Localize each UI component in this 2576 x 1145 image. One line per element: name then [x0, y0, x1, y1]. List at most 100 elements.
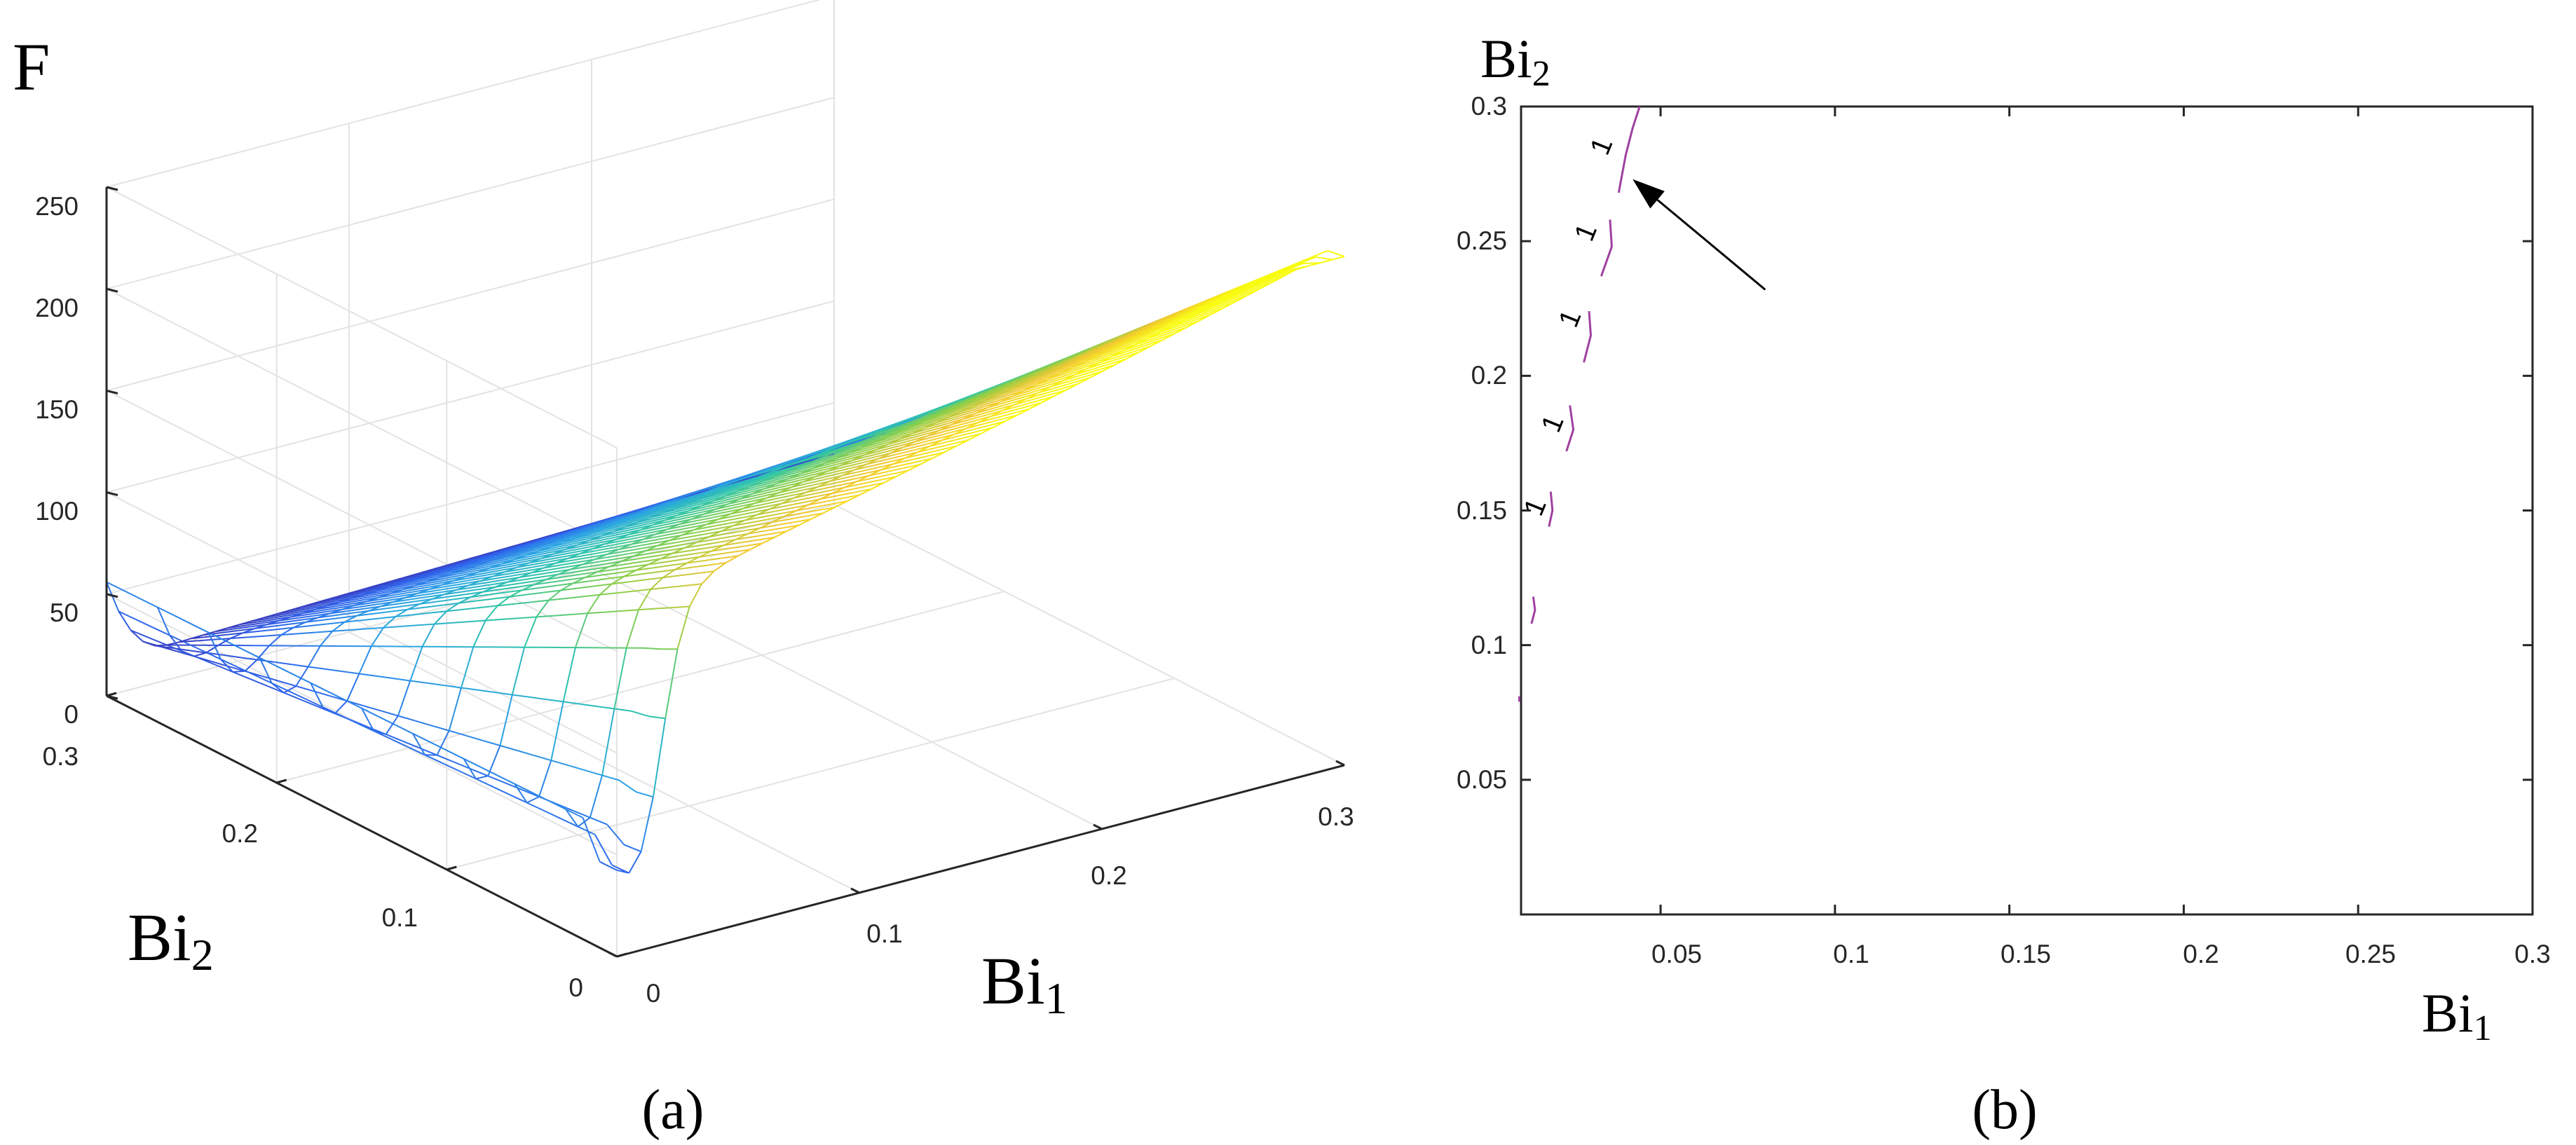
mesh-line	[868, 469, 882, 476]
mesh-line	[667, 584, 685, 589]
mesh-line	[623, 844, 641, 853]
mesh-line	[412, 612, 430, 616]
mesh-line	[676, 606, 690, 650]
mesh-line	[827, 451, 845, 458]
mesh-line	[638, 608, 656, 611]
mesh-line	[972, 390, 990, 399]
mesh-line	[754, 468, 767, 474]
mesh-line	[1186, 320, 1199, 328]
mesh-line	[1327, 249, 1345, 257]
mesh-line	[999, 395, 1013, 403]
mesh-line	[737, 549, 751, 557]
mesh-line	[832, 486, 845, 494]
mesh-line	[829, 458, 847, 465]
mesh-line	[245, 622, 262, 626]
mesh-line	[548, 589, 561, 601]
mesh-line	[856, 474, 870, 483]
mesh-line	[441, 762, 460, 772]
mesh-line	[759, 521, 772, 529]
mesh-line	[652, 718, 667, 797]
mesh-line	[1089, 355, 1108, 363]
mesh-line	[924, 422, 937, 429]
mesh-line	[761, 467, 779, 474]
mesh-line	[625, 609, 639, 648]
mesh-line	[681, 492, 694, 498]
mesh-line	[669, 496, 682, 502]
mesh-line	[334, 612, 352, 617]
mesh-line	[522, 789, 540, 797]
mesh-line	[783, 462, 796, 468]
mesh-line	[1176, 320, 1194, 327]
mesh-line	[585, 574, 603, 579]
mesh-line	[774, 507, 792, 512]
mesh-line	[517, 750, 535, 757]
mesh-line	[582, 558, 595, 565]
mesh-line	[943, 402, 957, 409]
mesh-line	[803, 498, 821, 503]
mesh-line	[764, 483, 777, 490]
mesh-line	[1067, 353, 1080, 360]
mesh-line	[764, 471, 782, 477]
mesh-line	[536, 571, 554, 576]
mesh-line	[757, 536, 775, 541]
mesh-line	[696, 536, 709, 543]
mesh-line	[264, 613, 277, 619]
mesh-line	[662, 569, 676, 579]
mesh-surface	[106, 249, 1345, 874]
contour-label: 1	[1553, 306, 1587, 331]
mesh-line	[310, 623, 328, 626]
mesh-line	[233, 670, 245, 673]
mesh-line	[856, 434, 869, 441]
mesh-line	[1128, 345, 1146, 352]
mesh-line	[374, 730, 386, 735]
mesh-line	[917, 445, 930, 453]
mesh-line	[327, 621, 345, 625]
grid-line	[106, 198, 835, 392]
mesh-line	[317, 612, 330, 619]
mesh-line	[781, 497, 794, 505]
mesh-line	[699, 528, 716, 533]
mesh-line	[759, 524, 777, 529]
mesh-line	[315, 630, 333, 633]
mesh-line	[548, 598, 566, 601]
mesh-line	[1091, 363, 1110, 371]
mesh-line	[582, 594, 600, 598]
mesh-line	[672, 527, 690, 532]
mesh-line	[475, 561, 488, 567]
mesh-line	[902, 427, 920, 434]
mesh-line	[517, 584, 534, 588]
mesh-line	[404, 592, 418, 598]
mesh-line	[205, 645, 219, 654]
mesh-line	[851, 441, 869, 448]
contour-segment	[1600, 219, 1613, 277]
mesh-line	[565, 544, 578, 551]
mesh-line	[686, 556, 700, 564]
contour-lines	[1518, 106, 1641, 702]
mesh-line	[376, 675, 394, 680]
y-tick: 0.15	[1457, 496, 1507, 525]
mesh-line	[878, 476, 897, 481]
mesh-line	[463, 565, 476, 570]
mesh-line	[273, 661, 292, 666]
mesh-line	[1234, 294, 1248, 303]
z-tick-labels: 0 50 100 150 200 250	[35, 192, 79, 729]
mesh-line	[582, 523, 594, 528]
mesh-line	[567, 538, 585, 544]
mesh-line	[730, 476, 743, 482]
mesh-line	[482, 570, 500, 575]
mesh-line	[798, 519, 812, 526]
mesh-line	[752, 533, 770, 538]
mesh-line	[174, 615, 192, 625]
mesh-line	[693, 523, 707, 531]
mesh-line	[322, 617, 340, 621]
mesh-line	[713, 485, 730, 492]
mesh-line	[907, 444, 925, 450]
mesh-line	[611, 575, 625, 585]
mesh-line	[1026, 378, 1044, 385]
mesh-line	[573, 809, 591, 818]
mesh-line	[1082, 350, 1095, 358]
mesh-line	[691, 500, 709, 505]
mesh-line	[885, 432, 899, 439]
mesh-line	[276, 626, 294, 631]
mesh-line	[587, 563, 605, 568]
